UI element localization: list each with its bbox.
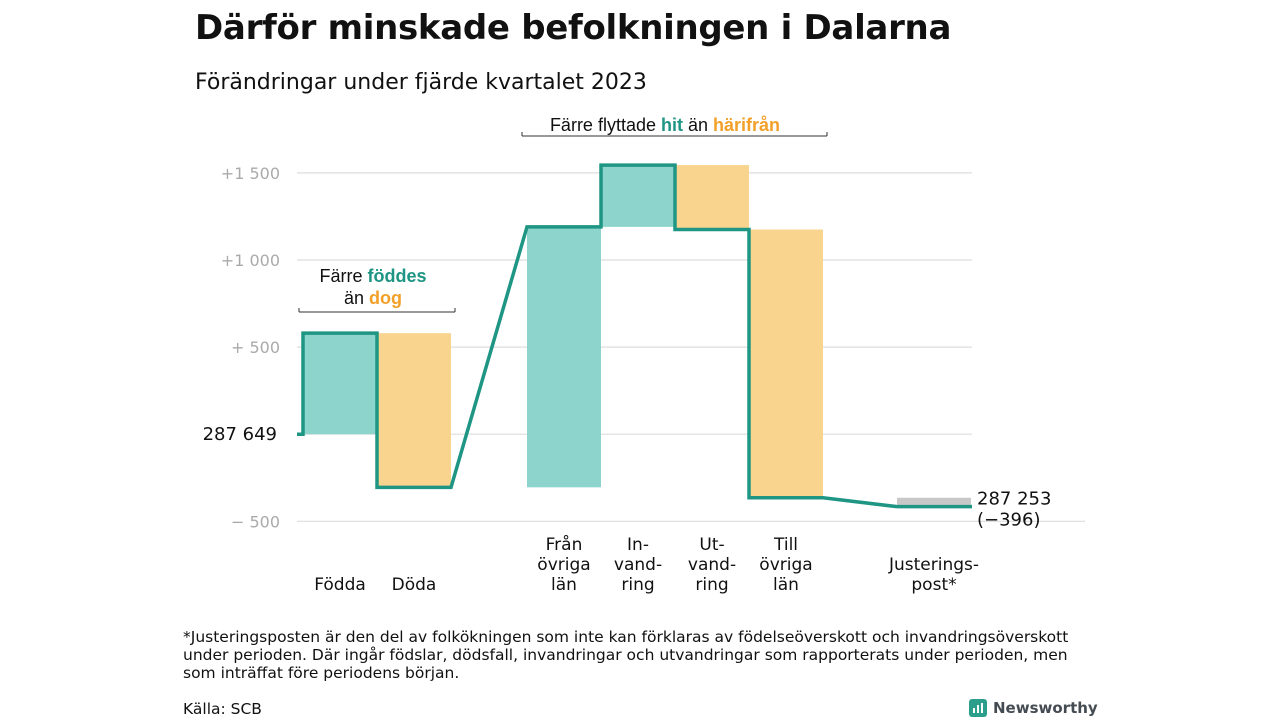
chart-subtitle: Förändringar under fjärde kvartalet 2023 bbox=[195, 70, 647, 95]
annotations: Färre flyttade hit än härifrån Färre född… bbox=[298, 115, 828, 313]
category-label: vand- bbox=[688, 555, 736, 575]
brand-name: Newsworthy bbox=[993, 699, 1098, 717]
births-annotation-line1: Färre föddes bbox=[319, 266, 426, 286]
category-label: övriga bbox=[537, 555, 590, 575]
category-label: In- bbox=[627, 535, 649, 555]
bar-4 bbox=[675, 165, 749, 230]
footnote: *Justeringsposten är den del av folkökni… bbox=[183, 628, 1069, 682]
annotation-in-word: hit bbox=[661, 115, 683, 135]
category-label: ring bbox=[695, 575, 728, 595]
category-label: Från bbox=[546, 534, 583, 555]
newsworthy-logo-icon bbox=[969, 699, 987, 717]
category-label: Justerings- bbox=[888, 555, 979, 575]
annotation-out-word: härifrån bbox=[713, 115, 780, 135]
bar-6 bbox=[897, 497, 971, 507]
end-value-label: 287 253 bbox=[977, 489, 1051, 510]
bars bbox=[303, 165, 971, 507]
bar-5 bbox=[749, 229, 823, 498]
bar-0 bbox=[303, 333, 377, 435]
category-label: vand- bbox=[614, 555, 662, 575]
step-line bbox=[297, 163, 972, 509]
category-label: län bbox=[773, 575, 799, 595]
bar-3 bbox=[601, 165, 675, 227]
category-label: post* bbox=[911, 575, 956, 595]
category-label: Till bbox=[773, 535, 798, 555]
category-label: Ut- bbox=[699, 535, 724, 555]
births-annotation-line2: än dog bbox=[344, 288, 402, 308]
brand-logo: Newsworthy bbox=[969, 697, 1098, 719]
annotation-text: än bbox=[683, 115, 713, 135]
end-change-label: (−396) bbox=[977, 510, 1040, 531]
y-tick-label: +1 500 bbox=[221, 164, 280, 183]
bar-2 bbox=[527, 226, 601, 488]
category-label: län bbox=[551, 575, 577, 595]
start-value-label: 287 649 bbox=[203, 424, 277, 445]
category-label: Döda bbox=[392, 575, 437, 595]
y-tick-label: − 500 bbox=[231, 512, 280, 531]
y-tick-labels: +1 500 +1 000 + 500 − 500 bbox=[221, 164, 280, 531]
annotation-text: Färre flyttade bbox=[550, 115, 661, 135]
chart-title: Därför minskade befolkningen i Dalarna bbox=[195, 8, 952, 48]
category-label: ring bbox=[621, 575, 654, 595]
category-label: övriga bbox=[759, 555, 812, 575]
y-tick-label: + 500 bbox=[231, 338, 280, 357]
source-note: Källa: SCB bbox=[183, 700, 262, 718]
y-tick-label: +1 000 bbox=[221, 251, 280, 270]
step-line-layer bbox=[297, 163, 972, 509]
migration-annotation: Färre flyttade hit än härifrån bbox=[550, 115, 780, 135]
category-label: Födda bbox=[314, 575, 366, 595]
waterfall-chart: +1 500 +1 000 + 500 − 500 287 649 287 253(−3… bbox=[203, 115, 1085, 595]
bar-1 bbox=[377, 333, 451, 488]
